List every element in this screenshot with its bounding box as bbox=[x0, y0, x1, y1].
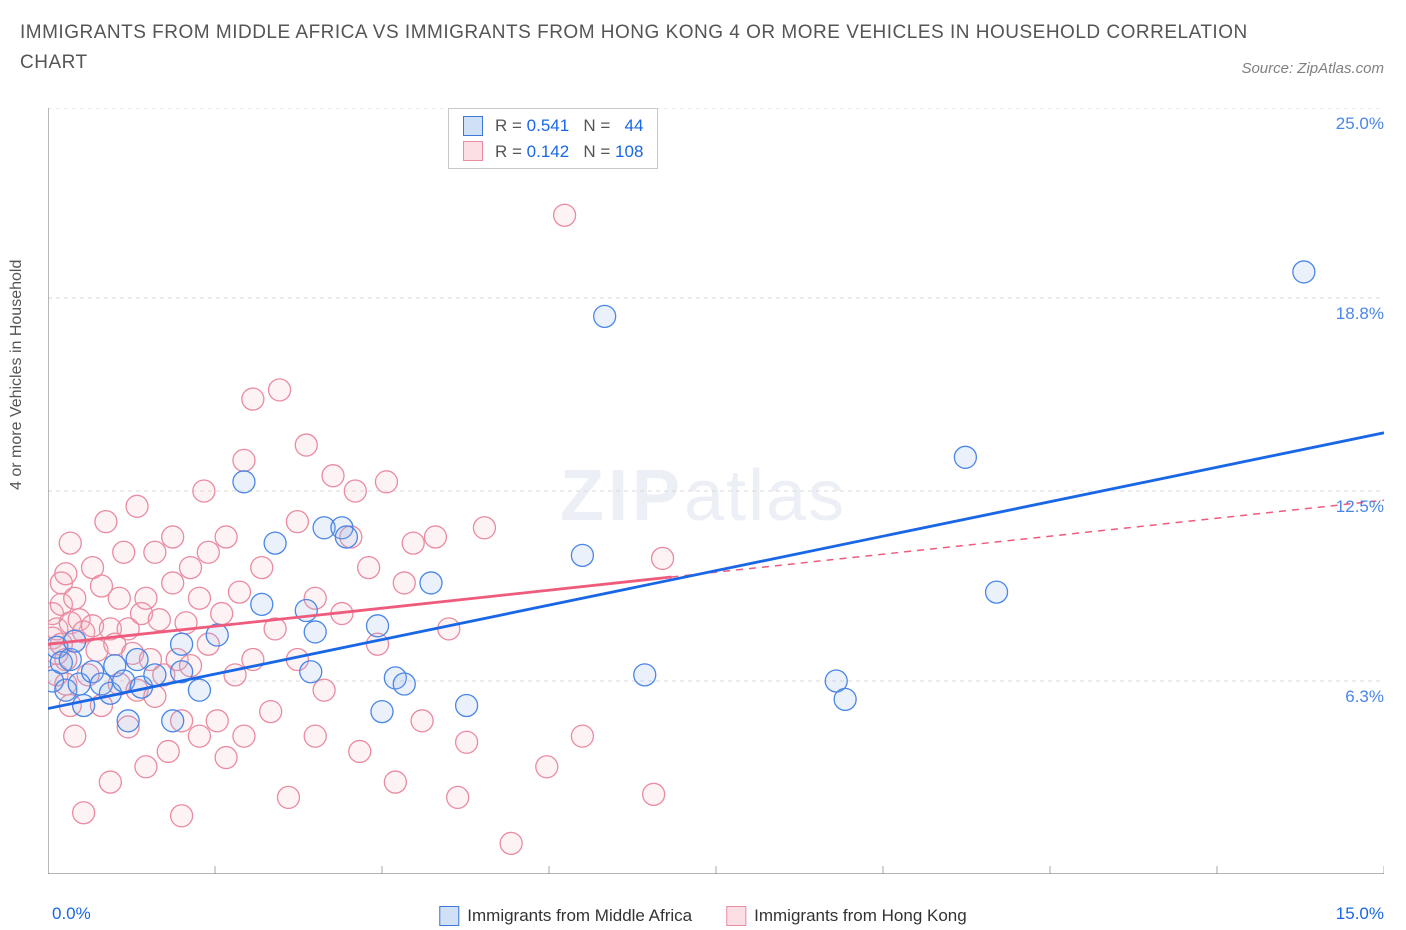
swatch-pink-icon bbox=[463, 141, 483, 161]
r-label: R = bbox=[495, 113, 522, 139]
y-axis-label: 4 or more Vehicles in Household bbox=[8, 260, 26, 490]
legend-item-blue: Immigrants from Middle Africa bbox=[439, 906, 692, 926]
r-value-pink: 0.142 bbox=[522, 139, 569, 165]
y-tick-label: 18.8% bbox=[1336, 304, 1384, 324]
swatch-blue-icon bbox=[463, 116, 483, 136]
stats-row-blue: R = 0.541 N = 44 bbox=[463, 113, 643, 139]
y-tick-label: 6.3% bbox=[1345, 687, 1384, 707]
legend-swatch-pink-icon bbox=[726, 906, 746, 926]
y-tick-label: 12.5% bbox=[1336, 497, 1384, 517]
x-axis-min-label: 0.0% bbox=[52, 904, 91, 924]
n-value-pink: 108 bbox=[615, 139, 643, 165]
chart-title: IMMIGRANTS FROM MIDDLE AFRICA VS IMMIGRA… bbox=[20, 18, 1286, 79]
n-label: N = bbox=[569, 113, 615, 139]
n-value-blue: 44 bbox=[615, 113, 643, 139]
chart-svg bbox=[48, 108, 1384, 874]
scatter-plot bbox=[48, 108, 1384, 874]
r-label: R = bbox=[495, 139, 522, 165]
y-tick-label: 25.0% bbox=[1336, 114, 1384, 134]
source-attribution: Source: ZipAtlas.com bbox=[1241, 60, 1384, 77]
legend-item-pink: Immigrants from Hong Kong bbox=[726, 906, 967, 926]
x-axis-max-label: 15.0% bbox=[1336, 904, 1384, 924]
legend-label-blue: Immigrants from Middle Africa bbox=[467, 906, 692, 926]
legend-label-pink: Immigrants from Hong Kong bbox=[754, 906, 967, 926]
bottom-legend: Immigrants from Middle Africa Immigrants… bbox=[439, 906, 966, 926]
r-value-blue: 0.541 bbox=[522, 113, 569, 139]
legend-swatch-blue-icon bbox=[439, 906, 459, 926]
stats-row-pink: R = 0.142 N = 108 bbox=[463, 139, 643, 165]
stats-legend-box: R = 0.541 N = 44 R = 0.142 N = 108 bbox=[448, 108, 658, 169]
n-label: N = bbox=[569, 139, 615, 165]
